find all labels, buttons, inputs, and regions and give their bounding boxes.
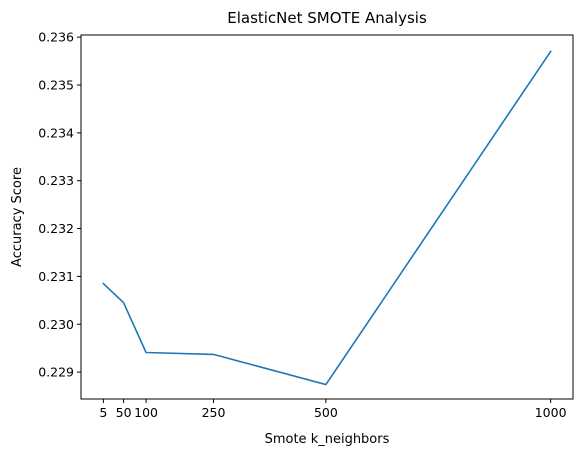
y-tick-label: 0.231 bbox=[38, 269, 74, 284]
y-tick-label: 0.235 bbox=[38, 78, 74, 93]
y-tick-label: 0.230 bbox=[38, 317, 74, 332]
y-tick-label: 0.236 bbox=[38, 30, 74, 45]
y-tick-label: 0.232 bbox=[38, 221, 74, 236]
plot-frame bbox=[80, 34, 574, 400]
x-tick-label: 500 bbox=[314, 405, 338, 420]
x-axis: 5 50 100 250 500 1000 bbox=[99, 399, 567, 420]
x-tick-label: 250 bbox=[202, 405, 226, 420]
y-axis-label: Accuracy Score bbox=[10, 167, 25, 267]
x-tick-label: 5 bbox=[99, 405, 107, 420]
x-tick-label: 100 bbox=[134, 405, 158, 420]
plot-area bbox=[102, 50, 552, 386]
series-line bbox=[102, 50, 552, 386]
x-tick-label: 50 bbox=[116, 405, 132, 420]
x-tick-label: 1000 bbox=[535, 405, 567, 420]
x-axis-label: Smote k_neighbors bbox=[265, 432, 390, 447]
y-tick-label: 0.229 bbox=[38, 365, 74, 380]
chart-title: ElasticNet SMOTE Analysis bbox=[227, 9, 427, 27]
y-tick-label: 0.234 bbox=[38, 125, 74, 140]
y-axis: 0.229 0.230 0.231 0.232 0.233 0.234 0.235 0.236 bbox=[38, 30, 81, 380]
y-tick-label: 0.233 bbox=[38, 173, 74, 188]
